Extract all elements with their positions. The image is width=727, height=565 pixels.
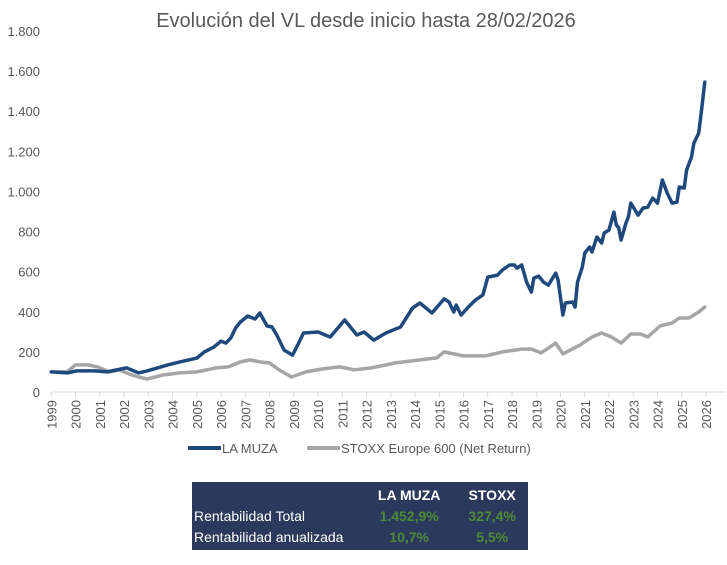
header-stoxx: STOXX: [468, 487, 516, 503]
x-tick-label: 2017: [481, 400, 496, 429]
header-empty: [192, 482, 362, 506]
x-tick-label: 2012: [360, 400, 375, 429]
y-tick-label: 400: [18, 305, 40, 320]
x-tick-label: 1999: [44, 400, 59, 429]
x-tick-label: 2004: [166, 400, 181, 429]
table-row: Rentabilidad anualizada 10,7% 5,5%: [192, 527, 528, 548]
x-tick-label: 2020: [554, 400, 569, 429]
x-tick-label: 2006: [214, 400, 229, 429]
stoxx-total-return: 327,4%: [468, 508, 516, 524]
x-tick-label: 2005: [190, 400, 205, 429]
x-tick-label: 2002: [117, 400, 132, 429]
y-tick-label: 1.800: [7, 24, 40, 39]
y-tick-label: 0: [33, 385, 40, 400]
x-tick-label: 2023: [626, 400, 641, 429]
legend: LA MUZA STOXX Europe 600 (Net Return): [188, 441, 531, 456]
legend-label-stoxx: STOXX Europe 600 (Net Return): [341, 441, 531, 456]
x-tick-label: 2001: [93, 400, 108, 429]
row-label-annualized: Rentabilidad anualizada: [194, 529, 344, 545]
x-tick-label: 2018: [505, 400, 520, 429]
x-tick-label: 2010: [311, 400, 326, 429]
legend-label-la-muza: LA MUZA: [222, 441, 278, 456]
x-tick-label: 2021: [578, 400, 593, 429]
y-tick-label: 1.000: [7, 184, 40, 199]
stoxx-annualized-return: 5,5%: [476, 529, 509, 545]
x-axis: 1999 2000 2001 2002 2003 2004 2005 2006 2007 2008…: [44, 391, 726, 429]
y-tick-label: 1.400: [7, 104, 40, 119]
y-tick-label: 800: [18, 225, 40, 240]
x-tick-label: 2019: [529, 400, 544, 429]
y-tick-label: 1.200: [7, 144, 40, 159]
x-tick-label: 2026: [699, 400, 714, 429]
chart-title: Evolución del VL desde inicio hasta 28/0…: [156, 10, 576, 32]
series-line-stoxx: [49, 305, 707, 381]
y-tick-label: 600: [18, 265, 40, 280]
y-tick-label: 1.600: [7, 64, 40, 79]
returns-table-header: LA MUZA STOXX: [192, 482, 528, 506]
series-line-la-muza: [49, 80, 707, 375]
series-group: [49, 80, 707, 381]
x-tick-label: 2003: [141, 400, 156, 429]
returns-table: LA MUZA STOXX Rentabilidad Total 1.452,9…: [192, 482, 528, 550]
x-tick-label: 2013: [384, 400, 399, 429]
x-tick-label: 2000: [69, 400, 84, 429]
table-row: Rentabilidad Total 1.452,9% 327,4%: [192, 506, 528, 527]
x-tick-label: 2022: [602, 400, 617, 429]
x-tick-label: 2007: [238, 400, 253, 429]
header-la-muza: LA MUZA: [377, 487, 441, 503]
x-tick-label: 2016: [457, 400, 472, 429]
line-chart: Evolución del VL desde inicio hasta 28/0…: [7, 10, 726, 456]
row-label-total: Rentabilidad Total: [194, 508, 306, 524]
x-tick-label: 2015: [432, 400, 447, 429]
la-muza-total-return: 1.452,9%: [379, 508, 439, 524]
x-tick-label: 2014: [408, 400, 423, 429]
x-tick-label: 2009: [287, 400, 302, 429]
y-tick-label: 200: [18, 345, 40, 360]
la-muza-annualized-return: 10,7%: [389, 529, 429, 545]
x-tick-label: 2024: [651, 400, 666, 429]
y-axis: 0 200 400 600 800 1.000 1.200 1.400 1.600 1.800: [7, 24, 40, 400]
x-tick-label: 2025: [675, 400, 690, 429]
x-tick-label: 2008: [263, 400, 278, 429]
x-tick-label: 2011: [335, 400, 350, 428]
